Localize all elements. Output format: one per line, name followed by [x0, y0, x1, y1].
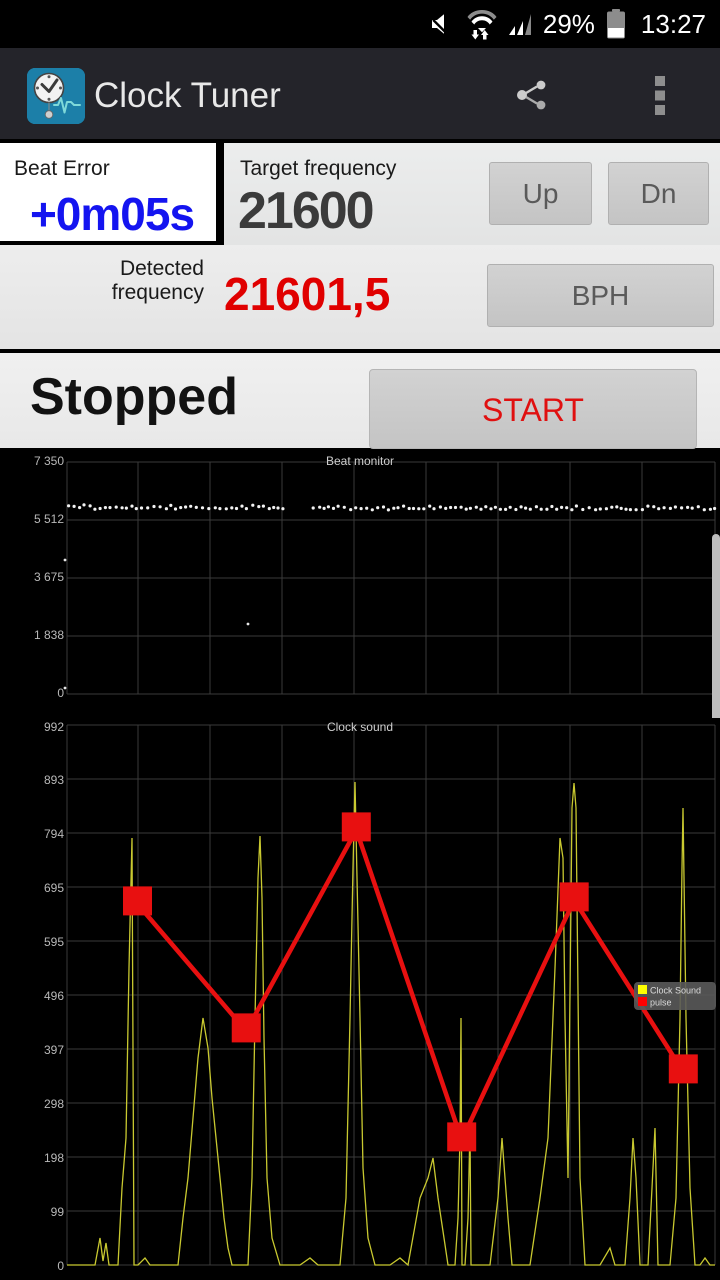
svg-text:pulse: pulse	[650, 998, 672, 1008]
svg-text:Clock Sound: Clock Sound	[650, 986, 701, 996]
